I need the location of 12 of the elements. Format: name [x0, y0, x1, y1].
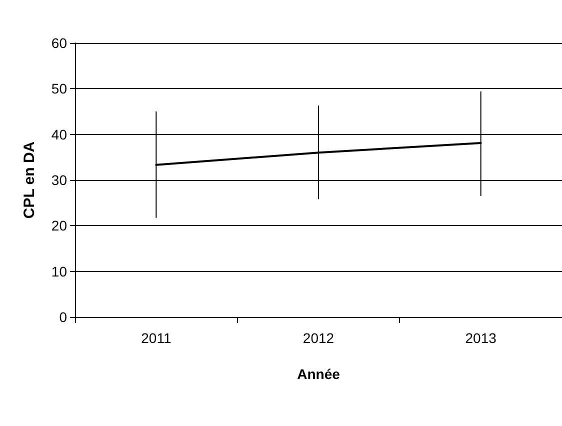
- y-tick-label: 30: [51, 172, 68, 188]
- x-tick-label: 2011: [141, 330, 172, 346]
- y-tick-label: 20: [51, 218, 68, 234]
- x-tick-label: 2012: [302, 330, 334, 346]
- y-tick-label: 10: [51, 263, 68, 280]
- y-tick-label: 0: [59, 309, 68, 325]
- y-tick-label: 40: [51, 126, 68, 142]
- y-axis-title: CPL en DA: [21, 141, 38, 219]
- y-tick-label: 50: [51, 80, 68, 97]
- x-axis-title: Année: [297, 366, 340, 382]
- y-tick-label: 60: [51, 35, 68, 51]
- x-tick-label: 2013: [465, 330, 497, 346]
